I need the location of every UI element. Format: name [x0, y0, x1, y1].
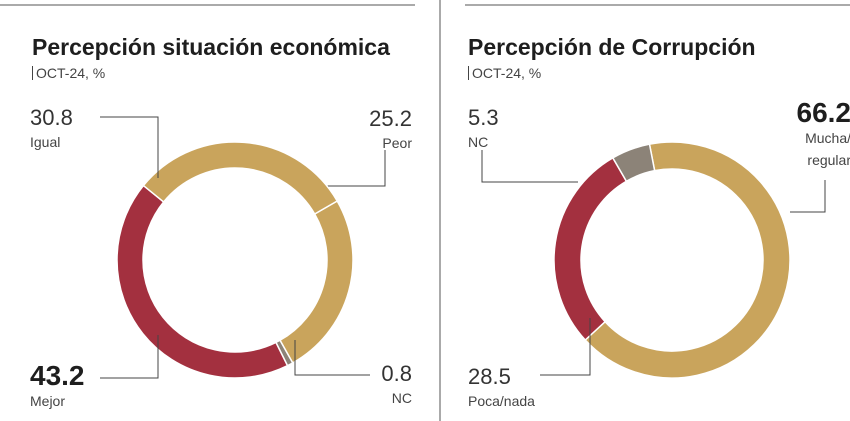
donut-segment — [584, 141, 791, 379]
value-label: 43.2 — [30, 360, 85, 391]
donut-segment — [278, 199, 354, 364]
category-label: NC — [391, 390, 412, 406]
donut-segment — [142, 141, 339, 216]
value-label: 66.2 — [796, 97, 850, 128]
value-label: 0.8 — [381, 361, 412, 386]
leader-line — [100, 335, 159, 379]
chart-subtitle: OCT-24, % — [468, 66, 541, 80]
category-label: Mucha/ regular — [805, 130, 850, 169]
value-label: 30.8 — [30, 105, 73, 130]
chart-title: Percepción de Corrupción — [468, 34, 756, 60]
category-label: Mejor — [30, 393, 66, 409]
donut-segment — [611, 143, 656, 183]
leader-line — [481, 150, 578, 183]
category-label: Igual — [30, 134, 61, 150]
donut-segment — [553, 156, 628, 342]
leader-line — [327, 150, 386, 187]
leader-line — [790, 180, 826, 213]
donut-segment — [116, 184, 289, 379]
value-label: 28.5 — [468, 364, 511, 389]
chart-subtitle: OCT-24, % — [32, 66, 105, 80]
value-label: 25.2 — [369, 106, 412, 131]
leader-line — [294, 340, 370, 376]
leader-line — [540, 318, 591, 376]
category-label: Poca/nada — [468, 393, 535, 409]
category-label: Peor — [382, 135, 412, 151]
chart-title: Percepción situación económica — [32, 34, 390, 60]
leader-line — [100, 116, 159, 178]
value-label: 5.3 — [468, 105, 499, 130]
category-label: NC — [468, 134, 489, 150]
